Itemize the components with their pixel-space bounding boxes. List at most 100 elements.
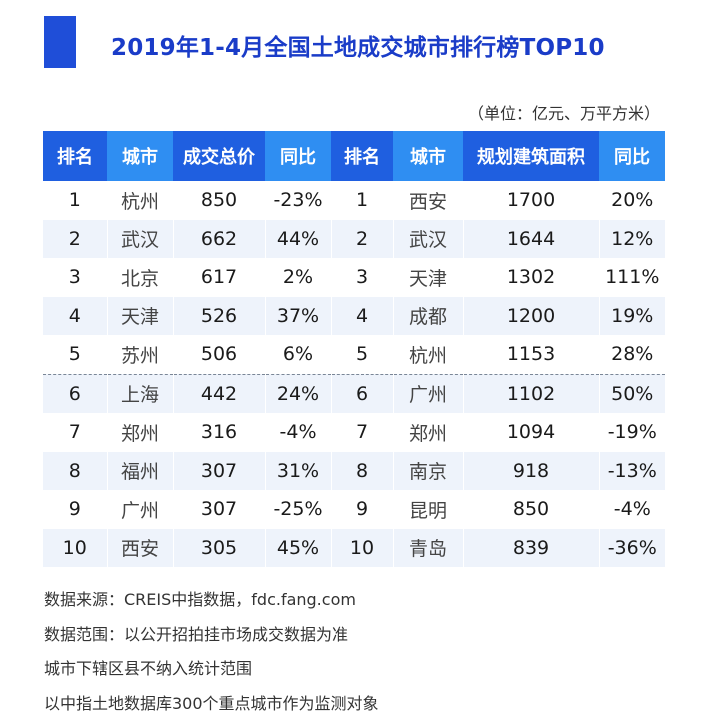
table-row: 5 苏州 506 6% 5 杭州 1153 28% <box>43 335 665 374</box>
note-source: 数据来源：CREIS中指数据，fdc.fang.com <box>44 590 356 609</box>
rank-cell: 2 <box>330 219 393 258</box>
table-row: 1 杭州 850 -23% 1 西安 1700 20% <box>43 181 665 220</box>
table-row: 9 广州 307 -25% 9 昆明 850 -4% <box>43 490 665 529</box>
rank-cell: 8 <box>330 451 393 490</box>
floor-area-cell: 1200 <box>462 296 599 335</box>
city-cell: 武汉 <box>392 219 463 258</box>
note-scope: 数据范围：以公开招拍挂市场成交数据为准 <box>44 624 349 644</box>
city-cell: 西安 <box>106 528 173 567</box>
city-cell: 昆明 <box>392 490 463 529</box>
header-floor-area: 规划建筑面积 <box>463 131 599 181</box>
price-yoy-cell: 44% <box>264 219 331 258</box>
rank-cell: 7 <box>43 413 107 452</box>
price-yoy-cell: 31% <box>264 451 331 490</box>
price-yoy-cell: -25% <box>264 490 331 529</box>
price-yoy-cell: -23% <box>264 181 331 220</box>
rank-cell: 9 <box>330 490 393 529</box>
floor-area-cell: 839 <box>462 528 599 567</box>
area-yoy-cell: 19% <box>598 296 665 335</box>
city-cell: 成都 <box>392 296 463 335</box>
unit-label: （单位：亿元、万平方米） <box>467 104 660 123</box>
area-yoy-cell: 20% <box>598 181 665 220</box>
header-yoy: 同比 <box>265 131 331 181</box>
floor-area-cell: 1102 <box>462 373 599 413</box>
header-city: 城市 <box>393 131 463 181</box>
price-yoy-cell: 45% <box>264 528 331 567</box>
total-price-cell: 442 <box>172 373 265 413</box>
price-yoy-cell: 24% <box>264 373 331 413</box>
header-rank: 排名 <box>331 131 393 181</box>
rank-cell: 6 <box>43 373 107 413</box>
city-cell: 杭州 <box>106 181 173 220</box>
city-cell: 苏州 <box>106 335 173 374</box>
note-exclude: 城市下辖区县不纳入统计范围 <box>44 659 253 678</box>
table-row: 6 上海 442 24% 6 广州 1102 50% <box>43 373 665 413</box>
rank-cell: 4 <box>43 296 107 335</box>
city-cell: 西安 <box>392 181 463 220</box>
table-header-row: 排名 城市 成交总价 同比 排名 城市 规划建筑面积 同比 <box>43 131 665 181</box>
title-accent-block <box>44 16 76 68</box>
rank-cell: 9 <box>43 490 107 529</box>
notes: 数据来源：CREIS中指数据，fdc.fang.com 数据范围：以公开招拍挂市… <box>44 583 379 721</box>
table-row: 10 西安 305 45% 10 青岛 839 -36% <box>43 528 665 567</box>
total-price-cell: 662 <box>172 219 265 258</box>
city-cell: 南京 <box>392 451 463 490</box>
header-rank: 排名 <box>43 131 107 181</box>
total-price-cell: 316 <box>172 413 265 452</box>
rank-cell: 6 <box>330 373 393 413</box>
city-cell: 上海 <box>106 373 173 413</box>
city-cell: 天津 <box>392 258 463 297</box>
rank-cell: 5 <box>43 335 107 374</box>
city-cell: 北京 <box>106 258 173 297</box>
area-yoy-cell: 12% <box>598 219 665 258</box>
total-price-cell: 850 <box>172 181 265 220</box>
total-price-cell: 307 <box>172 490 265 529</box>
rank-cell: 3 <box>330 258 393 297</box>
floor-area-cell: 1153 <box>462 335 599 374</box>
price-yoy-cell: 37% <box>264 296 331 335</box>
floor-area-cell: 918 <box>462 451 599 490</box>
rank-cell: 8 <box>43 451 107 490</box>
city-cell: 武汉 <box>106 219 173 258</box>
price-yoy-cell: -4% <box>264 413 331 452</box>
header-total-price: 成交总价 <box>173 131 265 181</box>
rank-cell: 5 <box>330 335 393 374</box>
note-monitor: 以中指土地数据库300个重点城市作为监测对象 <box>44 693 379 713</box>
floor-area-cell: 1644 <box>462 219 599 258</box>
rank-cell: 1 <box>330 181 393 220</box>
city-cell: 青岛 <box>392 528 463 567</box>
total-price-cell: 617 <box>172 258 265 297</box>
header-yoy: 同比 <box>599 131 665 181</box>
area-yoy-cell: -36% <box>598 528 665 567</box>
header-city: 城市 <box>107 131 173 181</box>
total-price-cell: 506 <box>172 335 265 374</box>
rank-cell: 10 <box>43 528 107 567</box>
price-yoy-cell: 2% <box>264 258 331 297</box>
floor-area-cell: 1094 <box>462 413 599 452</box>
total-price-cell: 305 <box>172 528 265 567</box>
table-row: 2 武汉 662 44% 2 武汉 1644 12% <box>43 219 665 258</box>
rank-cell: 7 <box>330 413 393 452</box>
rank-cell: 2 <box>43 219 107 258</box>
table-row: 3 北京 617 2% 3 天津 1302 111% <box>43 258 665 297</box>
ranking-table: 排名 城市 成交总价 同比 排名 城市 规划建筑面积 同比 1 杭州 850 -23%… <box>43 131 665 567</box>
area-yoy-cell: 50% <box>598 373 665 413</box>
rank-cell: 4 <box>330 296 393 335</box>
city-cell: 郑州 <box>106 413 173 452</box>
area-yoy-cell: 111% <box>598 258 665 297</box>
table-row: 8 福州 307 31% 8 南京 918 -13% <box>43 451 665 490</box>
area-yoy-cell: 28% <box>598 335 665 374</box>
rank-cell: 10 <box>330 528 393 567</box>
total-price-cell: 307 <box>172 451 265 490</box>
price-yoy-cell: 6% <box>264 335 331 374</box>
table-row: 7 郑州 316 -4% 7 郑州 1094 -19% <box>43 413 665 452</box>
floor-area-cell: 1302 <box>462 258 599 297</box>
city-cell: 福州 <box>106 451 173 490</box>
city-cell: 广州 <box>392 373 463 413</box>
area-yoy-cell: -4% <box>598 490 665 529</box>
rank-cell: 3 <box>43 258 107 297</box>
area-yoy-cell: -19% <box>598 413 665 452</box>
city-cell: 杭州 <box>392 335 463 374</box>
city-cell: 天津 <box>106 296 173 335</box>
city-cell: 广州 <box>106 490 173 529</box>
